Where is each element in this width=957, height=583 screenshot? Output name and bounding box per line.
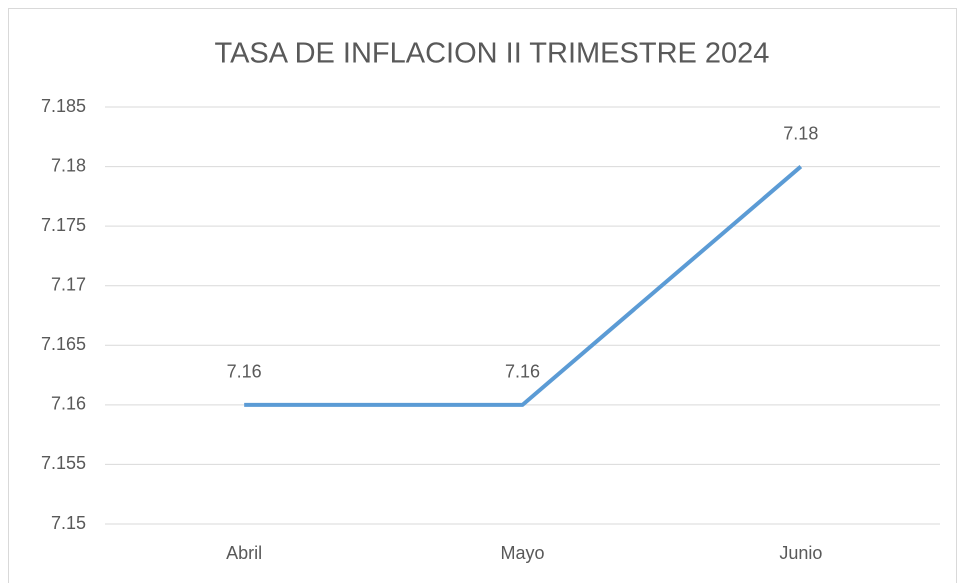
y-tick-label: 7.18 xyxy=(51,155,86,175)
data-label: 7.16 xyxy=(505,362,540,382)
x-tick-label: Abril xyxy=(226,543,262,563)
data-label: 7.18 xyxy=(783,123,818,143)
data-label: 7.16 xyxy=(227,362,262,382)
y-tick-label: 7.185 xyxy=(41,96,86,116)
chart-border xyxy=(8,8,957,583)
y-tick-label: 7.165 xyxy=(41,334,86,354)
y-tick-label: 7.175 xyxy=(41,215,86,235)
chart-title: TASA DE INFLACION II TRIMESTRE 2024 xyxy=(215,38,770,70)
y-tick-label: 7.17 xyxy=(51,274,86,294)
y-tick-label: 7.155 xyxy=(41,453,86,473)
line xyxy=(244,165,803,407)
x-tick-label: Junio xyxy=(779,543,822,563)
x-tick-label: Mayo xyxy=(500,543,544,563)
y-tick-label: 7.15 xyxy=(51,513,86,533)
y-tick-label: 7.16 xyxy=(51,394,86,414)
